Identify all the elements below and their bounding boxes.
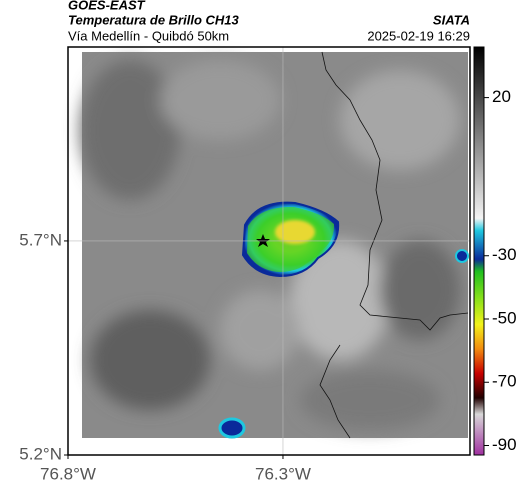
subtitle: Vía Medellín - Quibdó 50km	[68, 28, 229, 43]
y-tick-label: 5.2°N	[19, 444, 62, 463]
colorbar-tick-label: -70	[492, 372, 517, 391]
colorbar-tick-label: 20	[492, 87, 511, 106]
source: SIATA	[433, 12, 470, 27]
x-tick-label: 76.3°W	[255, 464, 311, 483]
timestamp: 2025-02-19 16:29	[367, 28, 470, 43]
imagery	[80, 51, 469, 439]
colorbar	[473, 46, 485, 456]
x-tick-label: 76.8°W	[40, 464, 96, 483]
y-tick-label: 5.7°N	[19, 230, 62, 249]
colorbar-tick-label: -50	[492, 308, 517, 327]
colorbar-tick-label: -30	[492, 245, 517, 264]
colorbar-tick-label: -90	[492, 435, 517, 454]
agency: GOES-EAST	[68, 0, 146, 12]
map-frame	[67, 46, 471, 456]
title: Temperatura de Brillo CH13	[68, 12, 240, 27]
